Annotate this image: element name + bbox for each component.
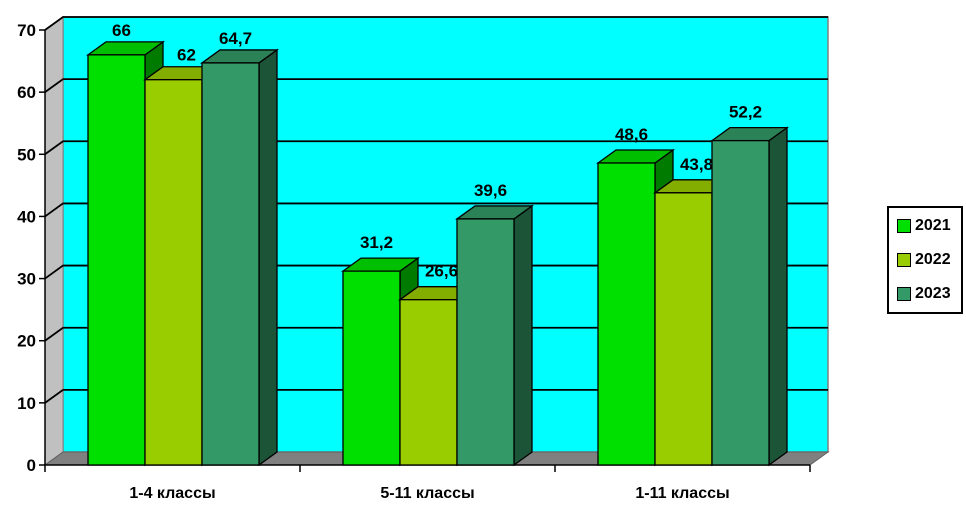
bar-front <box>654 192 713 466</box>
data-label: 52,2 <box>729 103 762 122</box>
y-tick-label: 60 <box>17 83 36 102</box>
gridline-70 <box>44 16 828 31</box>
y-tick-label: 30 <box>17 270 36 289</box>
y-tick-label: 10 <box>17 394 36 413</box>
bar-side <box>768 126 788 467</box>
legend-label-2022: 2022 <box>915 251 951 268</box>
y-tick-label: 70 <box>17 21 36 40</box>
gridline-40 <box>44 202 828 218</box>
gridline-10 <box>44 388 828 404</box>
bar-front <box>597 162 656 466</box>
bar-front <box>399 299 458 466</box>
data-label: 66 <box>112 21 131 40</box>
bar-2023-0 <box>199 48 280 467</box>
gridline-60 <box>44 78 828 93</box>
bars <box>85 40 790 467</box>
plot-side-wall <box>44 16 64 466</box>
data-label: 39,6 <box>474 181 507 200</box>
gridline-50 <box>44 140 828 156</box>
bar-front <box>342 270 401 466</box>
data-label: 31,2 <box>360 233 393 252</box>
gridlines <box>44 16 828 404</box>
legend-item-2023: 2023 <box>897 284 951 304</box>
labels: 66 62 64,7 31,2 26,6 39,6 48,6 43,8 52,2 <box>112 21 762 281</box>
bar-front <box>87 54 146 466</box>
bar-front <box>456 218 515 466</box>
legend: 2021 2022 2023 <box>887 206 963 314</box>
legend-swatch-2023 <box>897 287 911 301</box>
x-category-label: 1-11 классы <box>635 485 729 502</box>
legend-item-2022: 2022 <box>897 250 951 270</box>
bar-front <box>711 139 770 466</box>
bar-2023-2 <box>709 126 790 467</box>
legend-swatch-2021 <box>897 219 911 233</box>
y-tick-label: 20 <box>17 332 36 351</box>
bar-front <box>201 62 260 466</box>
y-tick-label: 40 <box>17 207 36 226</box>
y-tick-label: 50 <box>17 145 36 164</box>
data-label: 26,6 <box>425 262 458 281</box>
data-label: 43,8 <box>680 155 713 174</box>
data-label: 62 <box>177 46 196 65</box>
bar-side <box>513 204 533 467</box>
legend-label-2023: 2023 <box>915 285 951 302</box>
gridline-20 <box>44 326 828 342</box>
legend-label-2021: 2021 <box>915 217 951 234</box>
gridline-30 <box>44 264 828 280</box>
bar-front <box>144 79 203 466</box>
data-label: 48,6 <box>615 125 648 144</box>
x-category-label: 1-4 классы <box>129 485 215 502</box>
bar-side <box>258 48 278 467</box>
legend-swatch-2022 <box>897 253 911 267</box>
bar-2023-1 <box>454 204 535 467</box>
legend-item-2021: 2021 <box>897 216 951 236</box>
data-label: 64,7 <box>219 29 252 48</box>
x-category-label: 5-11 классы <box>380 485 474 502</box>
y-tick-label: 0 <box>27 456 36 475</box>
